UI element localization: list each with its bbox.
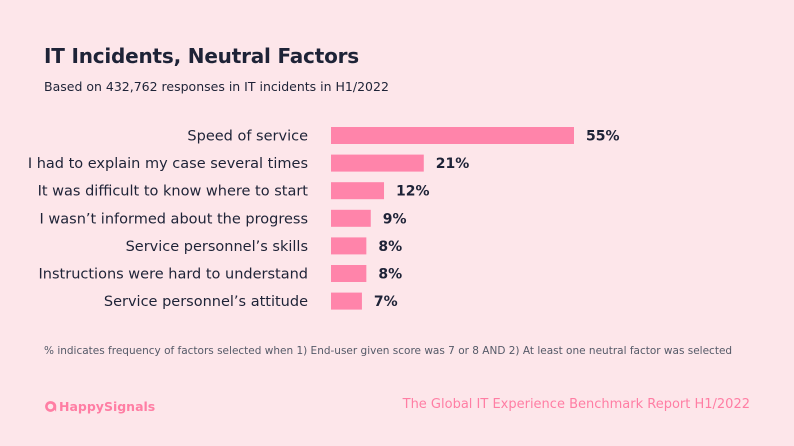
category-label: Service personnel’s attitude — [104, 294, 308, 310]
bar — [331, 265, 367, 282]
happysignals-logo-icon — [45, 401, 57, 412]
footnote: % indicates frequency of factors selecte… — [44, 345, 733, 357]
value-label: 8% — [378, 239, 402, 255]
category-label: I had to explain my case several times — [28, 156, 308, 172]
bar — [331, 209, 371, 227]
bar — [331, 127, 574, 144]
value-label: 8% — [378, 267, 402, 283]
brand-name: HappySignals — [59, 399, 156, 414]
category-label: It was difficult to know where to start — [38, 184, 309, 200]
bar — [331, 292, 362, 310]
chart-title: IT Incidents, Neutral Factors — [44, 44, 359, 68]
category-label: Service personnel’s skills — [126, 239, 308, 255]
bar — [331, 154, 424, 172]
chart-subtitle: Based on 432,762 responses in IT inciden… — [44, 79, 389, 94]
category-label: I wasn’t informed about the progress — [40, 211, 308, 227]
category-label: Speed of service — [187, 129, 308, 145]
report-title: The Global IT Experience Benchmark Repor… — [402, 397, 750, 412]
category-label: Instructions were hard to understand — [39, 267, 308, 283]
value-label: 21% — [436, 156, 470, 172]
bar — [331, 182, 385, 200]
value-label: 55% — [586, 129, 620, 145]
value-label: 9% — [383, 211, 407, 227]
brand-logo: HappySignals — [44, 399, 155, 414]
bar — [331, 237, 367, 255]
value-label: 7% — [374, 294, 398, 310]
value-label: 12% — [396, 184, 430, 200]
